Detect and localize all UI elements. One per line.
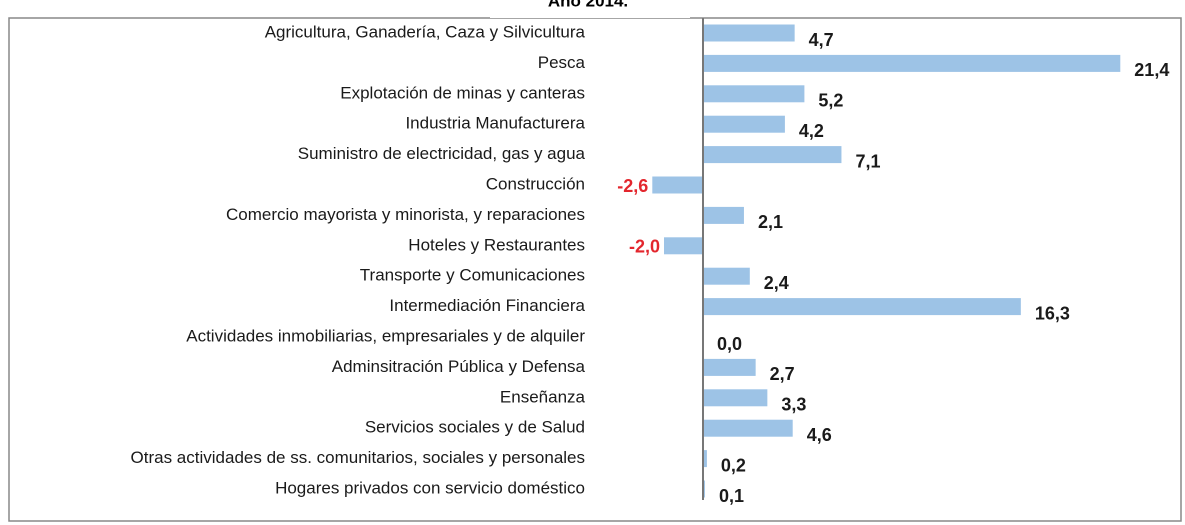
bar [664,237,703,255]
bar [703,298,1021,316]
value-label: 21,4 [1134,60,1169,80]
chart-frame [8,17,1182,522]
bar [703,419,793,437]
category-label: Construcción [486,174,585,193]
value-label: -2,6 [617,176,648,196]
value-label: 2,1 [758,212,783,232]
value-label: 4,2 [799,121,824,141]
category-label: Industria Manufacturera [405,114,585,133]
category-label: Comercio mayorista y minorista, y repara… [226,205,585,224]
title-bg [490,0,690,18]
bar [703,115,785,133]
value-label: 16,3 [1035,303,1070,323]
category-label: Pesca [538,53,586,72]
bar [652,176,703,194]
category-label: Transporte y Comunicaciones [360,266,585,285]
value-label: 4,7 [809,30,834,50]
bar [703,206,744,224]
bar [703,389,768,407]
chart-title: Año 2014. [548,0,628,10]
category-label: Explotación de minas y canteras [340,83,585,102]
value-label: 2,4 [764,273,789,293]
value-label: -2,0 [629,237,660,257]
value-label: 0,0 [717,334,742,354]
category-label: Agricultura, Ganadería, Caza y Silvicult… [265,22,586,41]
category-label: Hoteles y Restaurantes [408,235,585,254]
category-label: Adminsitración Pública y Defensa [332,357,586,376]
bar [703,358,756,376]
value-label: 2,7 [770,364,795,384]
bar [703,267,750,285]
category-label: Intermediación Financiera [389,296,585,315]
value-label: 0,1 [719,486,744,506]
bar [703,450,707,468]
value-label: 4,6 [807,425,832,445]
category-label: Servicios sociales y de Salud [365,418,585,437]
value-label: 0,2 [721,455,746,475]
bar [703,85,805,103]
bar [703,54,1121,72]
category-label: Actividades inmobiliarias, empresariales… [186,326,585,345]
value-label: 7,1 [855,151,880,171]
bar [703,24,795,42]
category-label: Suministro de electricidad, gas y agua [298,144,586,163]
category-label: Enseñanza [500,387,586,406]
category-label: Otras actividades de ss. comunitarios, s… [131,448,585,467]
bar [703,146,842,164]
value-label: 3,3 [781,395,806,415]
value-label: 5,2 [818,91,843,111]
category-label: Hogares privados con servicio doméstico [275,478,585,497]
